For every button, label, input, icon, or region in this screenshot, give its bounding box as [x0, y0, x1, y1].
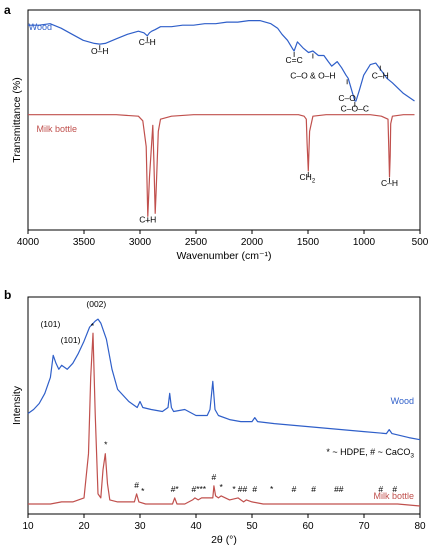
peak-annotation: ## — [334, 484, 344, 494]
series-label: Milk bottle — [373, 491, 414, 501]
peak-annotation: * — [220, 482, 224, 492]
panel-b-chart: 10 20 30 40 50 60 70 80(101)(101)(002)**#* #* #**… — [11, 296, 426, 546]
x-tick-label: 500 — [412, 237, 429, 248]
series-label: Wood — [391, 396, 414, 406]
peak-annotation: C–O & O–H — [290, 70, 335, 80]
x-tick-label: 80 — [414, 521, 426, 532]
peak-annotation: * — [270, 484, 274, 494]
peak-annotation: # — [134, 480, 139, 490]
plot-frame — [27, 9, 421, 231]
peak-annotation: # — [292, 484, 297, 494]
series-label: Milk bottle — [36, 124, 77, 134]
x-tick-label: 2000 — [241, 237, 264, 248]
peak-annotation: * — [91, 321, 95, 331]
x-axis-label: 2θ (°) — [211, 534, 237, 546]
panel-a-letter: a — [4, 3, 11, 17]
series-label: Wood — [29, 22, 52, 32]
peak-annotation: C–H — [381, 178, 398, 188]
peak-annotation: C–H — [139, 37, 156, 47]
peak-annotation: C–O–C — [341, 104, 369, 114]
y-axis-label: Intensity — [11, 385, 23, 425]
series-line-wood — [28, 20, 415, 102]
peak-annotation: C–H — [139, 214, 156, 224]
peak-annotation: (101) — [61, 335, 81, 345]
peak-annotation: # — [392, 484, 397, 494]
x-tick-label: 50 — [246, 521, 258, 532]
peak-annotation: (002) — [86, 299, 106, 309]
peak-annotation: # — [212, 472, 217, 482]
plot-frame — [27, 296, 421, 515]
peak-annotation: (101) — [40, 319, 60, 329]
peak-annotation: * — [104, 440, 108, 450]
x-tick-label: 1000 — [353, 237, 376, 248]
x-tick-label: 20 — [78, 521, 90, 532]
series-line-wood — [27, 318, 421, 441]
peak-annotation: O–H — [91, 46, 108, 56]
x-tick-label: 4000 — [17, 237, 40, 248]
peak-annotation: # — [311, 484, 316, 494]
x-tick-label: 1500 — [297, 237, 320, 248]
peak-annotation: # — [252, 484, 257, 494]
series-line-milk-bottle — [28, 332, 421, 507]
panel-a-chart: 4000 3500 3000 2500 2000 1500 1000 500 O–H C–H C=C… — [11, 9, 429, 262]
peak-annotation: ## — [238, 484, 248, 494]
peak-annotation: * — [141, 486, 145, 496]
x-tick-label: 10 — [22, 521, 34, 532]
peak-annotation: * — [232, 484, 236, 494]
x-tick-label: 2500 — [185, 237, 208, 248]
peak-annotation: C–H — [372, 70, 389, 80]
x-tick-label: 3500 — [73, 237, 96, 248]
peak-annotation: #*** — [191, 484, 206, 494]
peak-annotation: #* — [171, 484, 180, 494]
x-axis-label: Wavenumber (cm⁻¹) — [177, 250, 272, 262]
y-axis-label: Transmittance (%) — [11, 77, 23, 162]
x-tick-label: 70 — [358, 521, 370, 532]
peak-annotation: C=C — [285, 55, 302, 65]
peak-annotation: C–O — [338, 93, 356, 103]
peak-annotation-subscript: 2 — [312, 178, 316, 184]
x-tick-label: 30 — [134, 521, 146, 532]
legend-note: * ~ HDPE, # ~ CaCO3 — [326, 447, 414, 460]
legend-note-subscript: 3 — [410, 453, 414, 460]
x-tick-label: 60 — [302, 521, 314, 532]
series-line-milk-bottle — [28, 114, 415, 217]
x-tick-label: 3000 — [129, 237, 152, 248]
panel-b-letter: b — [4, 288, 11, 302]
peak-annotation: CH2 — [300, 172, 316, 185]
peak-annotation: # — [378, 484, 383, 494]
x-tick-label: 40 — [190, 521, 202, 532]
